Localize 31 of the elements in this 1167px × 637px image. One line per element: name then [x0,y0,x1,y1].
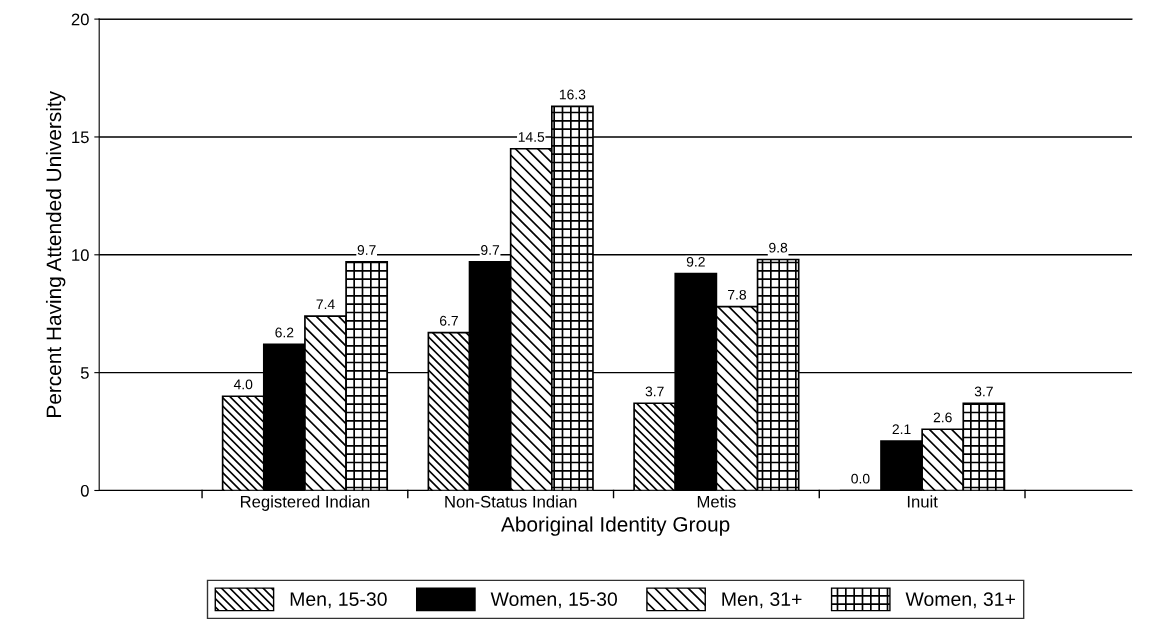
x-tick-label: Registered Indian [240,495,370,511]
data-label: 9.7 [357,245,376,255]
y-axis-title: Percent Having Attended University [45,90,66,417]
data-label: 9.8 [769,242,788,253]
legend-label: Men, 15-30 [290,592,387,609]
y-tick-label: 15 [72,131,89,144]
data-label: 7.8 [728,289,747,300]
data-label: 0.0 [851,473,870,484]
data-label: 3.7 [974,386,993,397]
data-label: 6.7 [440,315,458,326]
legend-label: Women, 31+ [905,592,1015,609]
x-axis-title: Aboriginal Identity Group [500,516,730,536]
x-tick-label: Inuit [907,495,938,508]
data-label: 2.1 [892,424,911,434]
y-tick-label: 5 [80,367,89,379]
data-label: 2.6 [933,412,952,423]
legend-label: Women, 15-30 [490,592,617,609]
data-label: 14.5 [518,132,545,142]
y-tick-label: 10 [72,249,89,261]
data-label: 16.3 [559,89,586,100]
data-label: 9.2 [686,256,705,267]
legend-label: Men, 31+ [722,592,802,609]
y-tick-label: 0 [80,484,89,497]
x-tick-label: Non-Status Indian [445,495,577,508]
data-label: 3.7 [645,386,664,397]
data-label: 6.2 [275,327,294,338]
x-tick-label: Metis [697,495,736,508]
data-label: 7.4 [316,299,335,310]
y-tick-label: 20 [71,13,89,26]
data-label: 9.7 [481,245,500,255]
data-label: 4.0 [233,379,253,390]
